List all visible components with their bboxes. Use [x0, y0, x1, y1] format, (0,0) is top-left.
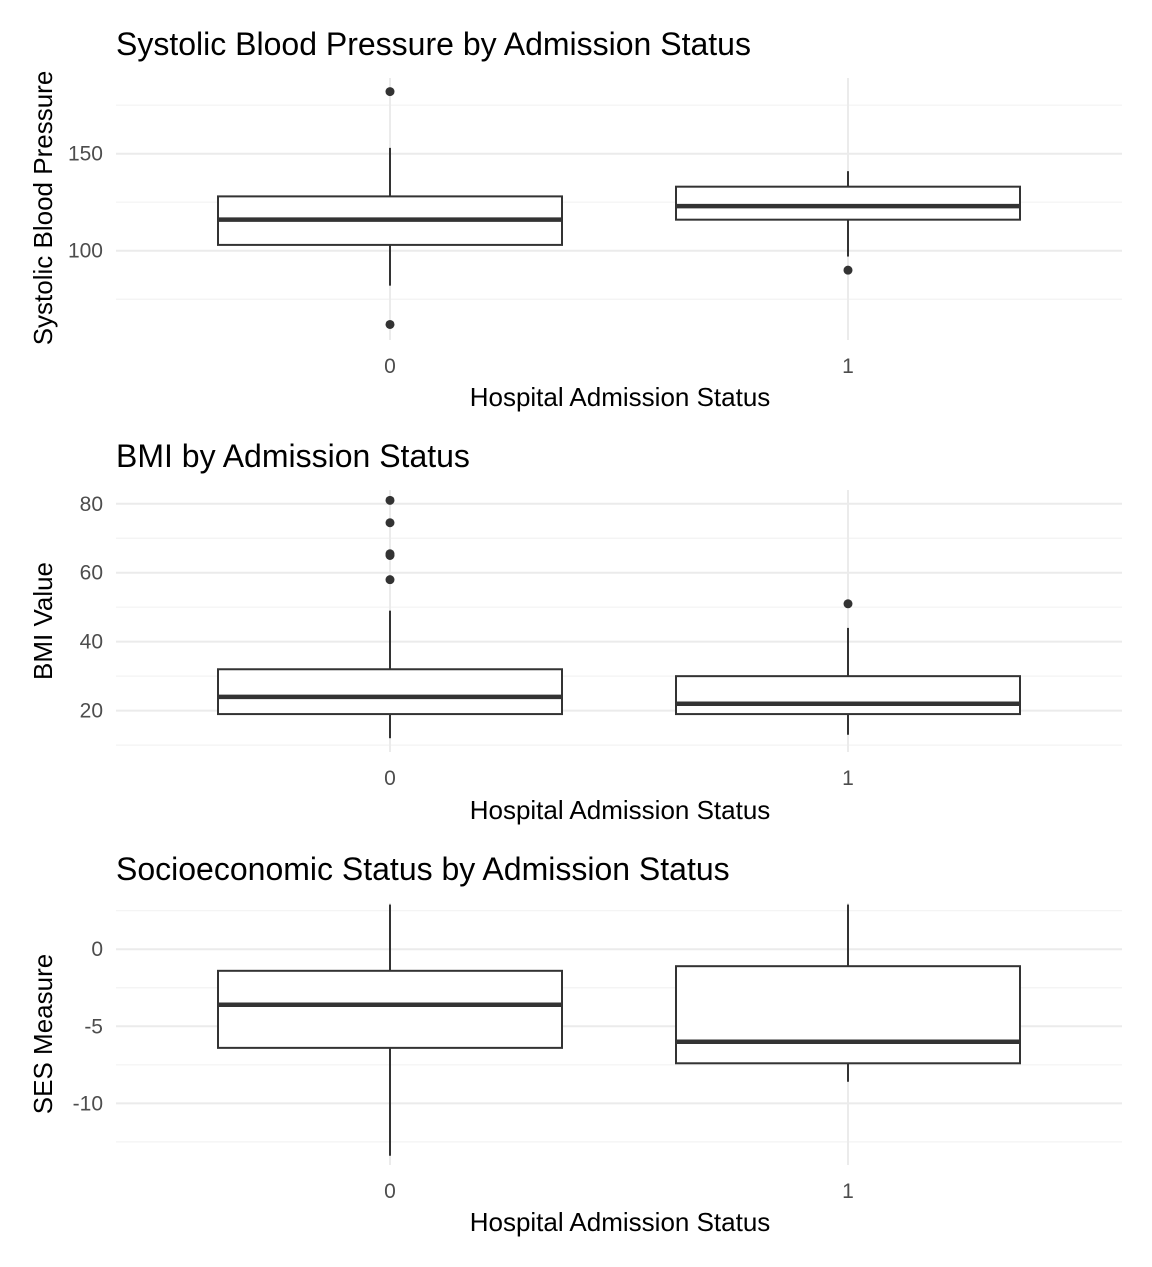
outlier-point: [843, 265, 853, 275]
y-axis-title: Systolic Blood Pressure: [28, 71, 58, 346]
iqr-box: [675, 185, 1021, 221]
panel-ses: Socioeconomic Status by Admission Status…: [28, 851, 1122, 1237]
panel-bmi: BMI by Admission Status 20 40 60 80 0 1 Hospi…: [28, 438, 1122, 825]
chart-title: BMI by Admission Status: [116, 438, 470, 474]
outlier-point: [385, 551, 395, 560]
x-axis-title: Hospital Admission Status: [470, 382, 771, 412]
x-tick-label: 1: [842, 355, 854, 378]
y-tick-label: 40: [80, 631, 103, 654]
boxplot-0: [217, 904, 563, 1156]
boxplot-0: [217, 495, 563, 739]
x-axis-title: Hospital Admission Status: [470, 795, 771, 825]
y-axis-title: BMI Value: [28, 562, 58, 680]
outlier-point: [843, 599, 853, 609]
x-axis-title: Hospital Admission Status: [470, 1207, 771, 1237]
y-tick-label: 80: [80, 493, 103, 516]
x-tick-label: 1: [842, 767, 854, 790]
y-tick-label: 0: [91, 938, 103, 961]
outlier-point: [385, 518, 395, 528]
iqr-box: [217, 668, 563, 716]
x-tick-label: 0: [384, 767, 396, 790]
iqr-box: [675, 965, 1021, 1065]
boxplot-0: [217, 87, 563, 329]
chart-title: Socioeconomic Status by Admission Status: [116, 851, 730, 887]
outlier-point: [385, 87, 395, 97]
y-tick-label: 100: [68, 240, 103, 263]
outlier-point: [385, 495, 395, 505]
boxplot-1: [675, 599, 1021, 735]
x-tick-label: 0: [384, 355, 396, 378]
y-tick-label: 20: [80, 700, 103, 723]
outlier-point: [385, 319, 395, 329]
y-tick-label: 150: [68, 143, 103, 166]
chart-title: Systolic Blood Pressure by Admission Sta…: [116, 26, 751, 62]
boxplot-1: [675, 904, 1021, 1082]
iqr-box: [217, 969, 563, 1049]
y-axis-title: SES Measure: [28, 954, 58, 1114]
x-tick-label: 1: [842, 1180, 854, 1203]
y-tick-label: -10: [73, 1092, 103, 1115]
y-tick-label: -5: [84, 1015, 103, 1038]
y-tick-label: 60: [80, 562, 103, 585]
iqr-box: [675, 675, 1021, 716]
x-tick-label: 0: [384, 1180, 396, 1203]
outlier-point: [385, 575, 395, 585]
panel-systolic: Systolic Blood Pressure by Admission Sta…: [28, 26, 1122, 412]
boxplot-1: [675, 171, 1021, 275]
